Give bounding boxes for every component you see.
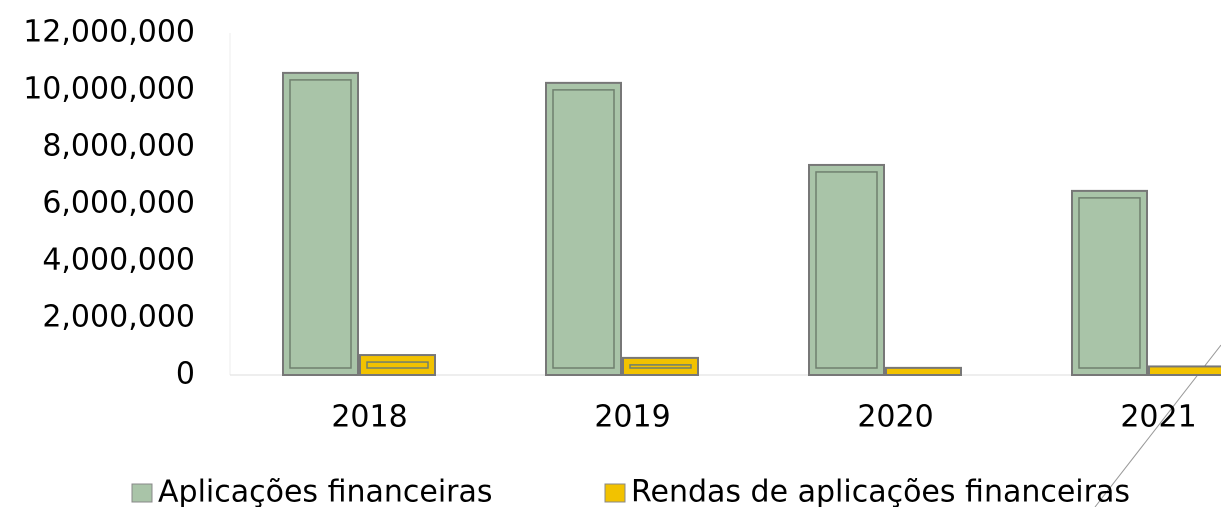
y-tick-label: 4,000,000 [42,243,195,278]
y-tick-label: 8,000,000 [42,129,195,164]
bar-inner [629,364,692,369]
y-tick-label: 6,000,000 [42,186,195,221]
x-tick-label: 2019 [594,400,670,435]
bar-inner [815,171,878,369]
legend-swatch [131,483,153,503]
bar [885,366,962,376]
bar-inner [552,89,615,369]
bar-inner [1078,197,1141,369]
bar [1071,189,1148,376]
bar [545,81,622,376]
x-tick-label: 2021 [1120,400,1196,435]
bar [282,71,359,377]
bar [1148,365,1221,377]
y-tick-label: 2,000,000 [42,300,195,335]
y-tick-label: 12,000,000 [23,15,195,50]
legend-swatch [604,483,626,503]
bar [808,163,885,376]
legend-label: Rendas de aplicações financeiras [631,475,1130,507]
bar [359,354,436,376]
legend-label: Aplicações financeiras [158,475,493,507]
x-tick-label: 2020 [857,400,933,435]
y-tick-label: 0 [176,357,195,392]
bar [622,356,699,376]
bar-inner [366,361,429,369]
x-tick-label: 2018 [331,400,407,435]
bar-inner [289,79,352,369]
y-tick-label: 10,000,000 [23,72,195,107]
